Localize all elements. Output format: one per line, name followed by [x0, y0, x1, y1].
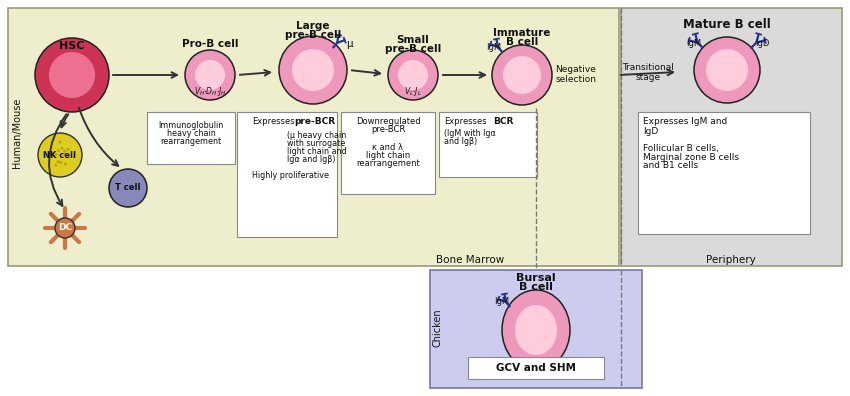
Text: IgD: IgD: [643, 126, 658, 135]
Text: Highly proliferative: Highly proliferative: [252, 171, 329, 179]
Circle shape: [38, 133, 82, 177]
Text: Pro-B cell: Pro-B cell: [182, 39, 238, 49]
Circle shape: [50, 152, 53, 155]
Text: Downregulated: Downregulated: [355, 118, 420, 126]
Text: IgD: IgD: [755, 38, 769, 48]
Text: Expresses: Expresses: [252, 118, 295, 126]
FancyBboxPatch shape: [8, 8, 619, 266]
Text: (μ heavy chain: (μ heavy chain: [287, 131, 346, 139]
Text: Immature: Immature: [493, 28, 551, 38]
Text: B cell: B cell: [506, 37, 538, 47]
Circle shape: [64, 152, 66, 156]
Text: Follicular B cells,: Follicular B cells,: [643, 143, 719, 152]
Text: (IgM with Igα: (IgM with Igα: [444, 128, 496, 137]
Text: Bone Marrow: Bone Marrow: [436, 255, 504, 265]
Ellipse shape: [502, 290, 570, 370]
FancyBboxPatch shape: [147, 112, 235, 164]
Text: BCR: BCR: [493, 118, 513, 126]
Ellipse shape: [515, 305, 557, 355]
Text: with surrogate: with surrogate: [287, 139, 345, 147]
Circle shape: [54, 164, 58, 167]
Circle shape: [49, 52, 95, 98]
Text: light chain and: light chain and: [287, 147, 347, 156]
Text: Immunoglobulin: Immunoglobulin: [158, 120, 224, 129]
Text: light chain: light chain: [366, 150, 410, 160]
Text: heavy chain: heavy chain: [167, 128, 215, 137]
Text: Expresses IgM and: Expresses IgM and: [643, 118, 728, 126]
FancyBboxPatch shape: [430, 270, 642, 388]
Circle shape: [57, 160, 60, 163]
Text: DC: DC: [58, 223, 72, 232]
Circle shape: [59, 141, 61, 144]
Text: Negative: Negative: [556, 65, 597, 74]
Circle shape: [185, 50, 235, 100]
Text: GCV and SHM: GCV and SHM: [496, 363, 576, 373]
Text: IgM: IgM: [495, 297, 509, 307]
Text: NK cell: NK cell: [43, 150, 76, 160]
Circle shape: [503, 56, 541, 94]
Circle shape: [66, 148, 70, 151]
Text: and Igβ): and Igβ): [444, 137, 477, 145]
Text: stage: stage: [636, 72, 660, 82]
Circle shape: [706, 49, 748, 91]
Circle shape: [50, 155, 54, 158]
Circle shape: [694, 37, 760, 103]
Circle shape: [292, 49, 334, 91]
Text: Bursal: Bursal: [516, 273, 556, 283]
FancyBboxPatch shape: [638, 112, 810, 234]
Circle shape: [60, 161, 62, 164]
FancyBboxPatch shape: [468, 357, 604, 379]
Text: μ: μ: [346, 39, 352, 49]
Text: IgM: IgM: [486, 42, 501, 51]
Text: HSC: HSC: [60, 41, 85, 51]
Text: IgM: IgM: [687, 38, 701, 48]
FancyBboxPatch shape: [621, 8, 842, 266]
Circle shape: [55, 218, 75, 238]
Circle shape: [64, 163, 67, 166]
Circle shape: [195, 60, 225, 90]
Text: Chicken: Chicken: [433, 309, 443, 347]
FancyBboxPatch shape: [439, 112, 537, 177]
Circle shape: [109, 169, 147, 207]
Text: pre-B cell: pre-B cell: [285, 30, 341, 40]
Circle shape: [398, 60, 428, 90]
Text: $V_H{\cdot}D_H{\cdot}J_H$: $V_H{\cdot}D_H{\cdot}J_H$: [194, 86, 226, 99]
Text: Large: Large: [297, 21, 330, 31]
FancyBboxPatch shape: [237, 112, 337, 237]
Text: Small: Small: [397, 35, 429, 45]
Circle shape: [63, 150, 66, 152]
Circle shape: [52, 154, 54, 156]
Text: $V_L{\cdot}J_L$: $V_L{\cdot}J_L$: [404, 86, 422, 99]
Circle shape: [35, 38, 109, 112]
Text: Marginal zone B cells: Marginal zone B cells: [643, 152, 739, 162]
Text: Igα and Igβ): Igα and Igβ): [287, 154, 336, 164]
Text: κ and λ: κ and λ: [372, 143, 404, 152]
FancyBboxPatch shape: [341, 112, 435, 194]
Text: Expresses: Expresses: [444, 118, 486, 126]
Text: pre-B cell: pre-B cell: [385, 44, 441, 54]
Text: rearrangement: rearrangement: [161, 137, 222, 145]
Text: Periphery: Periphery: [706, 255, 756, 265]
Text: B cell: B cell: [519, 282, 553, 292]
Text: rearrangement: rearrangement: [356, 158, 420, 168]
Text: and B1 cells: and B1 cells: [643, 162, 698, 171]
Circle shape: [279, 36, 347, 104]
Circle shape: [388, 50, 438, 100]
Circle shape: [61, 147, 64, 150]
Circle shape: [492, 45, 552, 105]
Circle shape: [50, 153, 53, 156]
Text: pre-BCR: pre-BCR: [371, 126, 405, 135]
Text: selection: selection: [556, 74, 597, 84]
Text: Mature B cell: Mature B cell: [683, 17, 771, 30]
Circle shape: [57, 149, 60, 152]
Text: Transitional: Transitional: [622, 63, 674, 72]
Text: pre-BCR: pre-BCR: [294, 118, 335, 126]
Text: Human/Mouse: Human/Mouse: [12, 98, 22, 168]
Circle shape: [54, 153, 58, 156]
Text: T cell: T cell: [116, 183, 141, 192]
